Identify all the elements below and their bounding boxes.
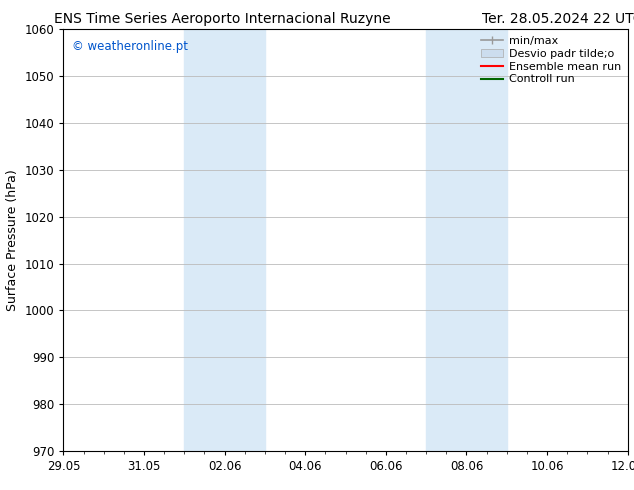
Text: ENS Time Series Aeroporto Internacional Ruzyne: ENS Time Series Aeroporto Internacional … bbox=[54, 12, 390, 26]
Bar bbox=[426, 29, 507, 451]
Bar bbox=[184, 29, 265, 451]
Text: © weatheronline.pt: © weatheronline.pt bbox=[72, 40, 188, 53]
Y-axis label: Surface Pressure (hPa): Surface Pressure (hPa) bbox=[6, 169, 19, 311]
Text: Ter. 28.05.2024 22 UTC: Ter. 28.05.2024 22 UTC bbox=[482, 12, 634, 26]
Legend: min/max, Desvio padr tilde;o, Ensemble mean run, Controll run: min/max, Desvio padr tilde;o, Ensemble m… bbox=[477, 33, 624, 88]
